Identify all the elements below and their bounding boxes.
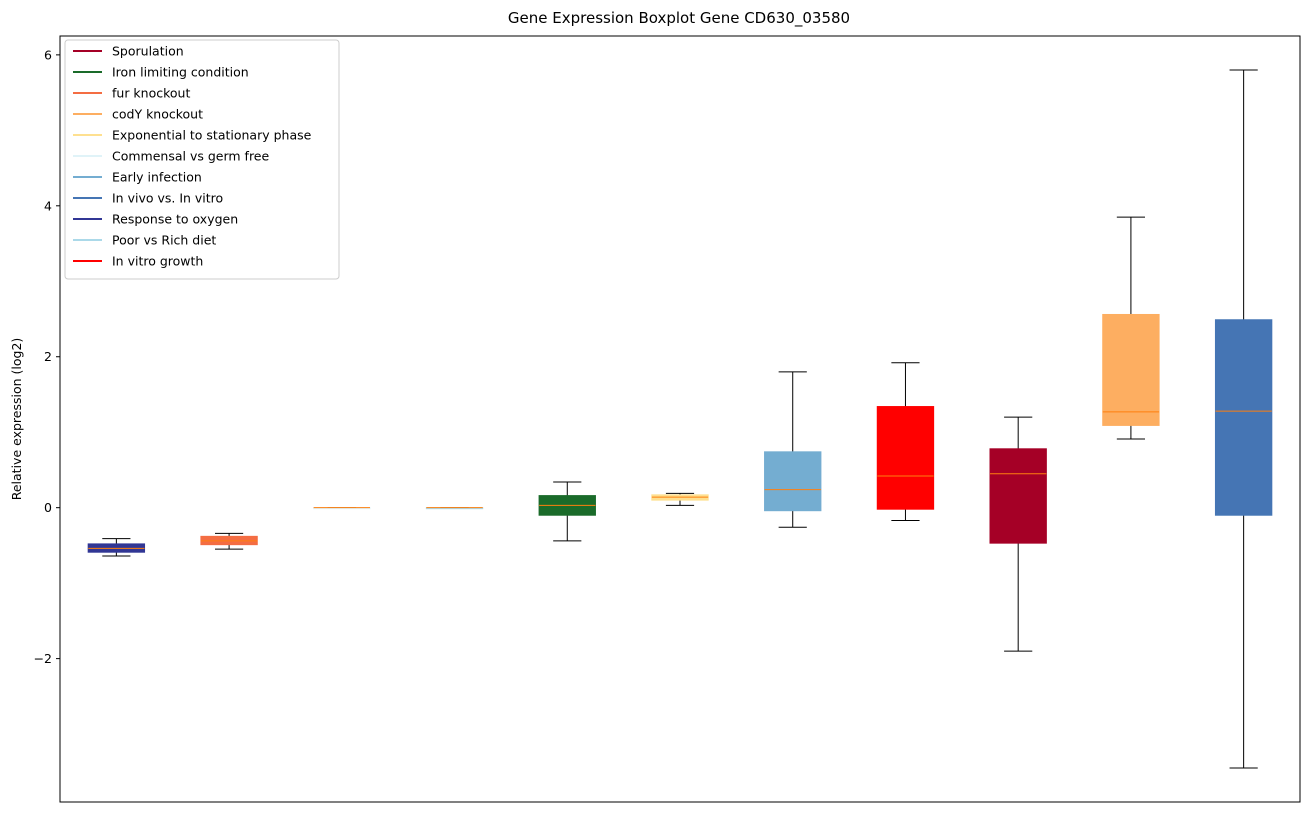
plot-frame — [59, 35, 1301, 803]
legend-label: Response to oxygen — [112, 212, 238, 227]
y-tick-label: 6 — [44, 47, 52, 62]
box-11 — [1214, 69, 1273, 769]
legend-item: Commensal vs germ free — [73, 149, 269, 164]
legend-item: In vivo vs. In vitro — [73, 191, 223, 206]
y-tick-label: 0 — [44, 500, 52, 515]
legend-label: In vitro growth — [112, 254, 203, 269]
legend-item: codY knockout — [73, 107, 203, 122]
legend-label: fur knockout — [112, 86, 190, 101]
box-7 — [764, 371, 822, 528]
legend-item: Exponential to stationary phase — [73, 128, 312, 143]
legend-item: Sporulation — [73, 44, 184, 59]
iqr-box — [1102, 313, 1160, 426]
legend-label: Iron limiting condition — [112, 65, 249, 80]
legend-label: Sporulation — [112, 44, 184, 59]
iqr-box — [1214, 319, 1273, 516]
chart-title: Gene Expression Boxplot Gene CD630_03580 — [508, 9, 850, 28]
box-6 — [651, 492, 709, 506]
box-10 — [1102, 216, 1160, 440]
legend-label: Poor vs Rich diet — [112, 233, 216, 248]
y-axis: −2 0 2 4 6 — [34, 47, 60, 666]
legend-item: Early infection — [73, 170, 202, 185]
legend-label: Early infection — [112, 170, 202, 185]
legend-label: Exponential to stationary phase — [112, 128, 312, 143]
box-8 — [876, 362, 935, 522]
legend-item: fur knockout — [73, 86, 190, 101]
legend-item: Poor vs Rich diet — [73, 233, 216, 248]
y-axis-label: Relative expression (log2) — [9, 338, 24, 501]
legend: Sporulation Iron limiting condition fur kn… — [64, 39, 340, 280]
legend-label: codY knockout — [112, 107, 203, 122]
boxes-layer — [87, 69, 1273, 769]
legend-frame — [64, 39, 340, 280]
legend-label: In vivo vs. In vitro — [112, 191, 223, 206]
y-tick-label: 2 — [44, 349, 52, 364]
box-1 — [87, 538, 146, 557]
box-5 — [538, 481, 596, 542]
iqr-box — [876, 406, 935, 510]
box-9 — [989, 416, 1047, 652]
box-2 — [200, 532, 258, 550]
iqr-box — [764, 451, 822, 512]
iqr-box — [989, 448, 1047, 544]
legend-item: Iron limiting condition — [73, 65, 249, 80]
y-tick-label: 4 — [44, 198, 52, 213]
legend-label: Commensal vs germ free — [112, 149, 269, 164]
box-3 — [313, 507, 371, 510]
box-4 — [425, 507, 484, 510]
legend-item: Response to oxygen — [73, 212, 238, 227]
legend-item: In vitro growth — [73, 254, 203, 269]
y-tick-label: −2 — [34, 651, 52, 666]
